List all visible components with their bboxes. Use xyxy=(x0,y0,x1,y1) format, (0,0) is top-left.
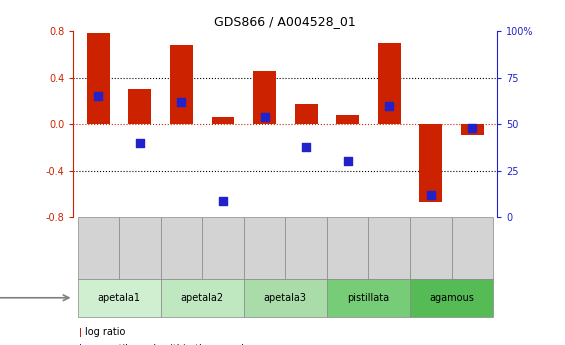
Text: log ratio: log ratio xyxy=(85,327,126,337)
Point xyxy=(426,192,435,198)
Point xyxy=(468,125,477,131)
Point xyxy=(302,144,311,149)
FancyBboxPatch shape xyxy=(77,279,160,317)
Bar xyxy=(128,89,151,124)
FancyBboxPatch shape xyxy=(327,279,410,317)
Text: apetala1: apetala1 xyxy=(98,293,141,303)
FancyBboxPatch shape xyxy=(80,344,81,345)
FancyBboxPatch shape xyxy=(160,279,244,317)
Point xyxy=(177,99,186,105)
FancyBboxPatch shape xyxy=(410,279,493,317)
Point xyxy=(260,114,269,119)
Point xyxy=(94,93,103,99)
Text: apetala2: apetala2 xyxy=(181,293,224,303)
Point xyxy=(385,103,394,108)
Bar xyxy=(419,124,442,202)
Text: agamous: agamous xyxy=(429,293,474,303)
Bar xyxy=(87,33,110,124)
Bar xyxy=(253,71,276,124)
FancyBboxPatch shape xyxy=(244,217,285,279)
Text: pistillata: pistillata xyxy=(347,293,389,303)
FancyBboxPatch shape xyxy=(368,217,410,279)
Text: apetala3: apetala3 xyxy=(264,293,307,303)
Point xyxy=(219,198,228,203)
FancyBboxPatch shape xyxy=(119,217,160,279)
FancyBboxPatch shape xyxy=(77,217,119,279)
Point xyxy=(343,159,352,164)
Bar xyxy=(336,115,359,124)
FancyBboxPatch shape xyxy=(80,328,81,337)
FancyBboxPatch shape xyxy=(285,217,327,279)
Bar xyxy=(211,117,234,124)
FancyBboxPatch shape xyxy=(410,217,451,279)
Bar xyxy=(170,45,193,124)
Bar xyxy=(295,105,318,124)
Point xyxy=(136,140,145,146)
FancyBboxPatch shape xyxy=(202,217,244,279)
FancyBboxPatch shape xyxy=(160,217,202,279)
Text: percentile rank within the sample: percentile rank within the sample xyxy=(85,344,250,345)
Bar xyxy=(461,124,484,135)
FancyBboxPatch shape xyxy=(244,279,327,317)
FancyBboxPatch shape xyxy=(451,217,493,279)
Title: GDS866 / A004528_01: GDS866 / A004528_01 xyxy=(215,16,356,29)
FancyBboxPatch shape xyxy=(327,217,368,279)
Bar xyxy=(378,43,401,124)
